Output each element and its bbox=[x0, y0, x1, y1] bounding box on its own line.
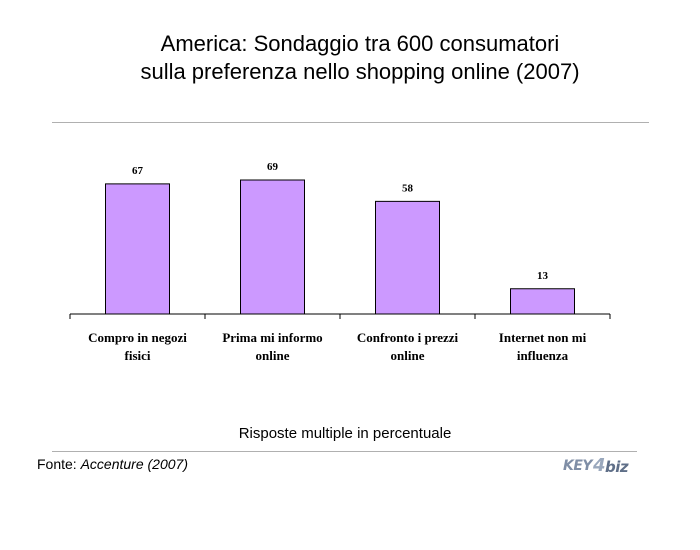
bar-2 bbox=[240, 179, 305, 315]
chart-caption: Risposte multiple in percentuale bbox=[238, 425, 452, 442]
svg-text:biz: biz bbox=[605, 458, 629, 476]
bar-3 bbox=[375, 200, 440, 315]
data-label-1: 67 bbox=[132, 165, 144, 177]
category-label-4-line-2: influenza bbox=[517, 348, 569, 363]
bar-1 bbox=[105, 183, 170, 315]
bar-4 bbox=[510, 288, 575, 315]
category-label-1-line-1: Compro in negozi bbox=[88, 330, 187, 345]
data-label-3: 58 bbox=[402, 182, 414, 194]
source-name: Accenture (2007) bbox=[80, 456, 188, 472]
logo-mark: KEY 4 biz bbox=[563, 455, 629, 476]
x-axis bbox=[69, 313, 611, 319]
key4biz-logo: KEY 4 biz bbox=[562, 454, 636, 476]
category-label-4-line-1: Internet non mi bbox=[499, 330, 587, 345]
labels-layer: 67 Compro in negozi fisici 69 Prima mi infor… bbox=[88, 161, 586, 363]
source-note: Fonte: Accenture (2007) bbox=[37, 456, 188, 472]
top-divider bbox=[52, 122, 649, 123]
chart-title-line-2: sulla preferenza nello shopping online (… bbox=[140, 59, 580, 84]
category-label-1-line-2: fisici bbox=[125, 348, 151, 363]
chart-title: America: Sondaggio tra 600 consumatori s… bbox=[40, 30, 680, 86]
svg-text:4: 4 bbox=[592, 455, 605, 476]
category-label-2-line-2: online bbox=[256, 348, 290, 363]
svg-text:KEY: KEY bbox=[563, 458, 594, 474]
data-label-2: 69 bbox=[267, 161, 279, 173]
bars-layer bbox=[105, 179, 575, 315]
data-label-4: 13 bbox=[537, 270, 549, 282]
category-label-3-line-2: online bbox=[391, 348, 425, 363]
chart-title-line-1: America: Sondaggio tra 600 consumatori bbox=[160, 31, 560, 56]
source-label: Fonte: bbox=[37, 456, 77, 472]
bottom-divider bbox=[52, 451, 637, 452]
category-label-2-line-1: Prima mi informo bbox=[222, 330, 322, 345]
category-label-3-line-1: Confronto i prezzi bbox=[357, 330, 459, 345]
